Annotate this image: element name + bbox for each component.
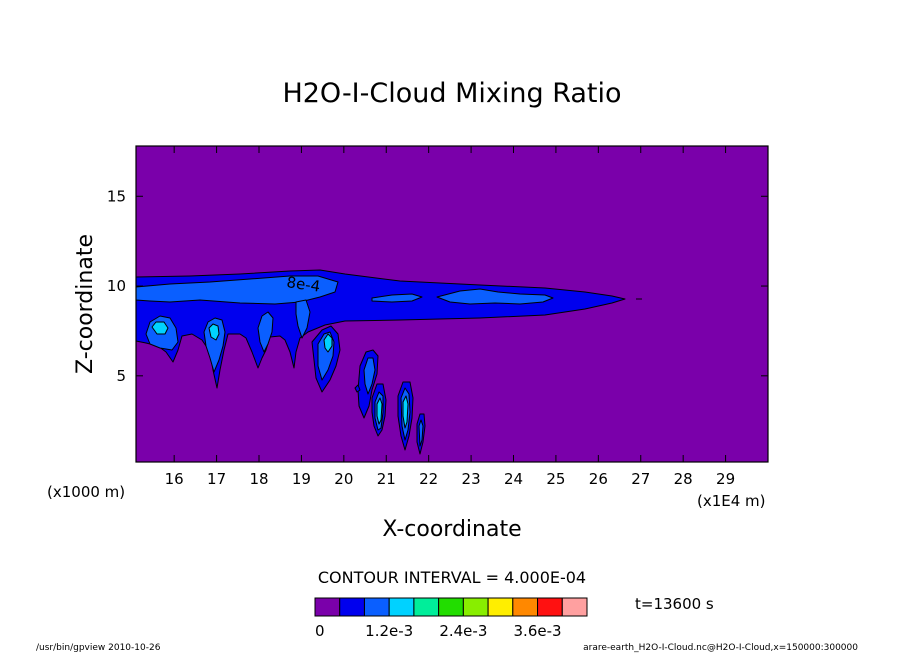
x-tick-label: 16 [165, 470, 184, 488]
y-unit-label: (x1000 m) [47, 483, 125, 501]
contour-pocket-23 [371, 293, 423, 303]
contour-peak-21 [376, 397, 383, 425]
colorbar-tick-label: 0 [315, 622, 325, 640]
time-text: t=13600 s [635, 595, 714, 613]
x-tick-label: 26 [589, 470, 608, 488]
contour-label: 8e-4 [285, 273, 321, 296]
y-axis-label: Z-coordinate [73, 234, 98, 374]
plot-frame [135, 145, 769, 463]
x-tick-label: 28 [674, 470, 693, 488]
y-tick-label: 5 [116, 367, 126, 385]
chart-title: H2O-I-Cloud Mixing Ratio [282, 78, 621, 109]
contour-speck-20-2 [354, 384, 361, 393]
contour-pocket-24-3 [436, 288, 554, 305]
x-tick-label: 18 [249, 470, 268, 488]
x-tick-label: 22 [419, 470, 438, 488]
x-tick-label: 19 [292, 470, 311, 488]
colorbar-swatch [388, 597, 415, 617]
colorbar-swatch [487, 597, 514, 617]
colorbar-tick-label: 2.4e-3 [439, 622, 487, 640]
contour-streak-20-6-inner [363, 357, 376, 395]
colorbar-tick-label: 3.6e-3 [514, 622, 562, 640]
colorbar-swatch [314, 597, 341, 617]
colorbar-swatch [438, 597, 464, 617]
footer-right: arare-earth_H2O-I-Cloud.nc@H2O-I-Cloud,x… [583, 643, 858, 653]
contour-streak-21-8-inner [418, 419, 424, 447]
contour-upper-core [136, 275, 339, 305]
contour-peak-15-5 [151, 321, 169, 335]
x-tick-label: 21 [377, 470, 396, 488]
colorbar-swatch [561, 597, 588, 617]
x-tick-label: 29 [716, 470, 735, 488]
x-tick-label: 24 [504, 470, 523, 488]
colorbar-tick-label: 1.2e-3 [365, 622, 413, 640]
contour-peak-21-5 [402, 395, 409, 429]
colorbar: 0 1.2e-3 2.4e-3 3.6e-3 [314, 597, 588, 640]
contour-peak-16-9 [208, 323, 220, 341]
colorbar-swatch [512, 597, 539, 617]
x-tick-label: 17 [207, 470, 226, 488]
x-tick-label: 20 [334, 470, 353, 488]
colorbar-swatch [537, 597, 563, 617]
contour-cell-16-9 [203, 317, 226, 373]
contour-upper-core-drop [295, 299, 311, 339]
contour-interval-text: CONTOUR INTERVAL = 4.000E-04 [318, 568, 586, 587]
colorbar-swatch [339, 597, 365, 617]
colorbar-swatch [363, 597, 390, 617]
colorbar-swatch [462, 597, 489, 617]
x-axis-label: X-coordinate [382, 517, 521, 542]
x-tick-label: 23 [462, 470, 481, 488]
colorbar-swatch [413, 597, 440, 617]
contour-peak-19-6 [323, 333, 333, 353]
x-tick-label: 25 [546, 470, 565, 488]
footer-left: /usr/bin/gpview 2010-10-26 [36, 643, 161, 653]
y-tick-label: 10 [107, 277, 126, 295]
x-unit-label: (x1E4 m) [697, 492, 766, 510]
y-tick-label: 15 [107, 187, 126, 205]
contour-cell-18-1 [257, 311, 274, 353]
x-tick-label: 27 [631, 470, 650, 488]
plot-area: 16 17 18 19 20 21 22 23 24 25 26 27 28 29 5 10 15 [107, 145, 769, 488]
